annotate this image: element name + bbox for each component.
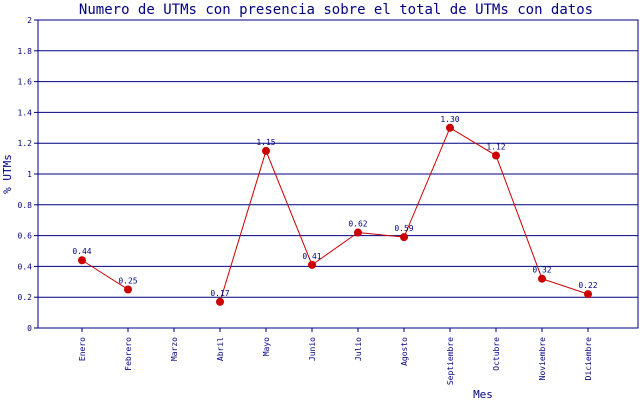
data-label: 0.25: [118, 277, 137, 286]
data-label: 0.32: [532, 266, 551, 275]
y-tick-label: 0.6: [18, 232, 33, 241]
y-tick-label: 0.2: [18, 293, 33, 302]
data-point: [584, 290, 592, 299]
data-label: 0.59: [394, 224, 413, 233]
data-label: 0.22: [578, 281, 597, 290]
x-tick-label: Julio: [354, 337, 363, 361]
series-segment: [81, 259, 129, 290]
x-axis-ticks: Enero Febrero Marzo Abril Mayo Junio Julio Agos…: [78, 328, 593, 385]
x-tick-label: Marzo: [170, 337, 179, 361]
x-tick-label: Enero: [78, 337, 87, 361]
data-label: 1.15: [256, 138, 275, 147]
x-tick-label: Diciembre: [584, 337, 593, 381]
x-tick-label: Febrero: [124, 337, 133, 371]
x-tick-label: Junio: [308, 337, 317, 361]
data-point: [308, 260, 316, 269]
data-point: [78, 256, 86, 265]
data-label: 0.17: [210, 289, 229, 298]
data-points: [78, 123, 592, 306]
series-line: [81, 127, 589, 302]
x-tick-label: Abril: [216, 337, 225, 361]
data-point: [492, 151, 500, 160]
y-tick-label: 2: [27, 16, 32, 25]
data-label: 0.44: [72, 247, 91, 256]
data-label: 0.41: [302, 252, 321, 261]
y-axis-label: % UTMs: [1, 154, 14, 194]
y-tick-label: 1.6: [18, 78, 33, 87]
x-tick-label: Mayo: [262, 337, 271, 356]
x-axis-label: Mes: [473, 388, 493, 400]
data-labels: 0.44 0.25 0.17 1.15 0.41 0.62 0.59 1.30 1.12 0.32…: [72, 115, 597, 298]
data-label: 1.30: [440, 115, 459, 124]
x-tick-label: Septiembre: [446, 337, 455, 385]
y-tick-label: 1.4: [18, 108, 33, 117]
data-point: [446, 123, 454, 132]
data-point: [400, 233, 408, 242]
data-point: [354, 228, 362, 237]
x-tick-label: Octubre: [492, 337, 501, 371]
y-tick-label: 1.8: [18, 47, 33, 56]
data-label: 1.12: [486, 143, 505, 152]
y-tick-label: 1: [27, 170, 32, 179]
x-tick-label: Noviembre: [538, 337, 547, 381]
y-tick-label: 0: [27, 324, 32, 333]
y-tick-label: 0.4: [18, 262, 33, 271]
y-axis-ticks: 0 0.2 0.4 0.6 0.8 1 1.2 1.4 1.6 1.8 2: [18, 16, 38, 333]
y-tick-label: 0.8: [18, 201, 33, 210]
data-point: [262, 146, 270, 155]
data-point: [124, 285, 132, 294]
x-tick-label: Agosto: [400, 337, 409, 366]
chart-title: Numero de UTMs con presencia sobre el to…: [79, 2, 593, 18]
series-segment: [219, 127, 589, 302]
data-label: 0.62: [348, 220, 367, 229]
data-point: [538, 274, 546, 283]
data-point: [216, 297, 224, 306]
y-tick-label: 1.2: [18, 139, 33, 148]
